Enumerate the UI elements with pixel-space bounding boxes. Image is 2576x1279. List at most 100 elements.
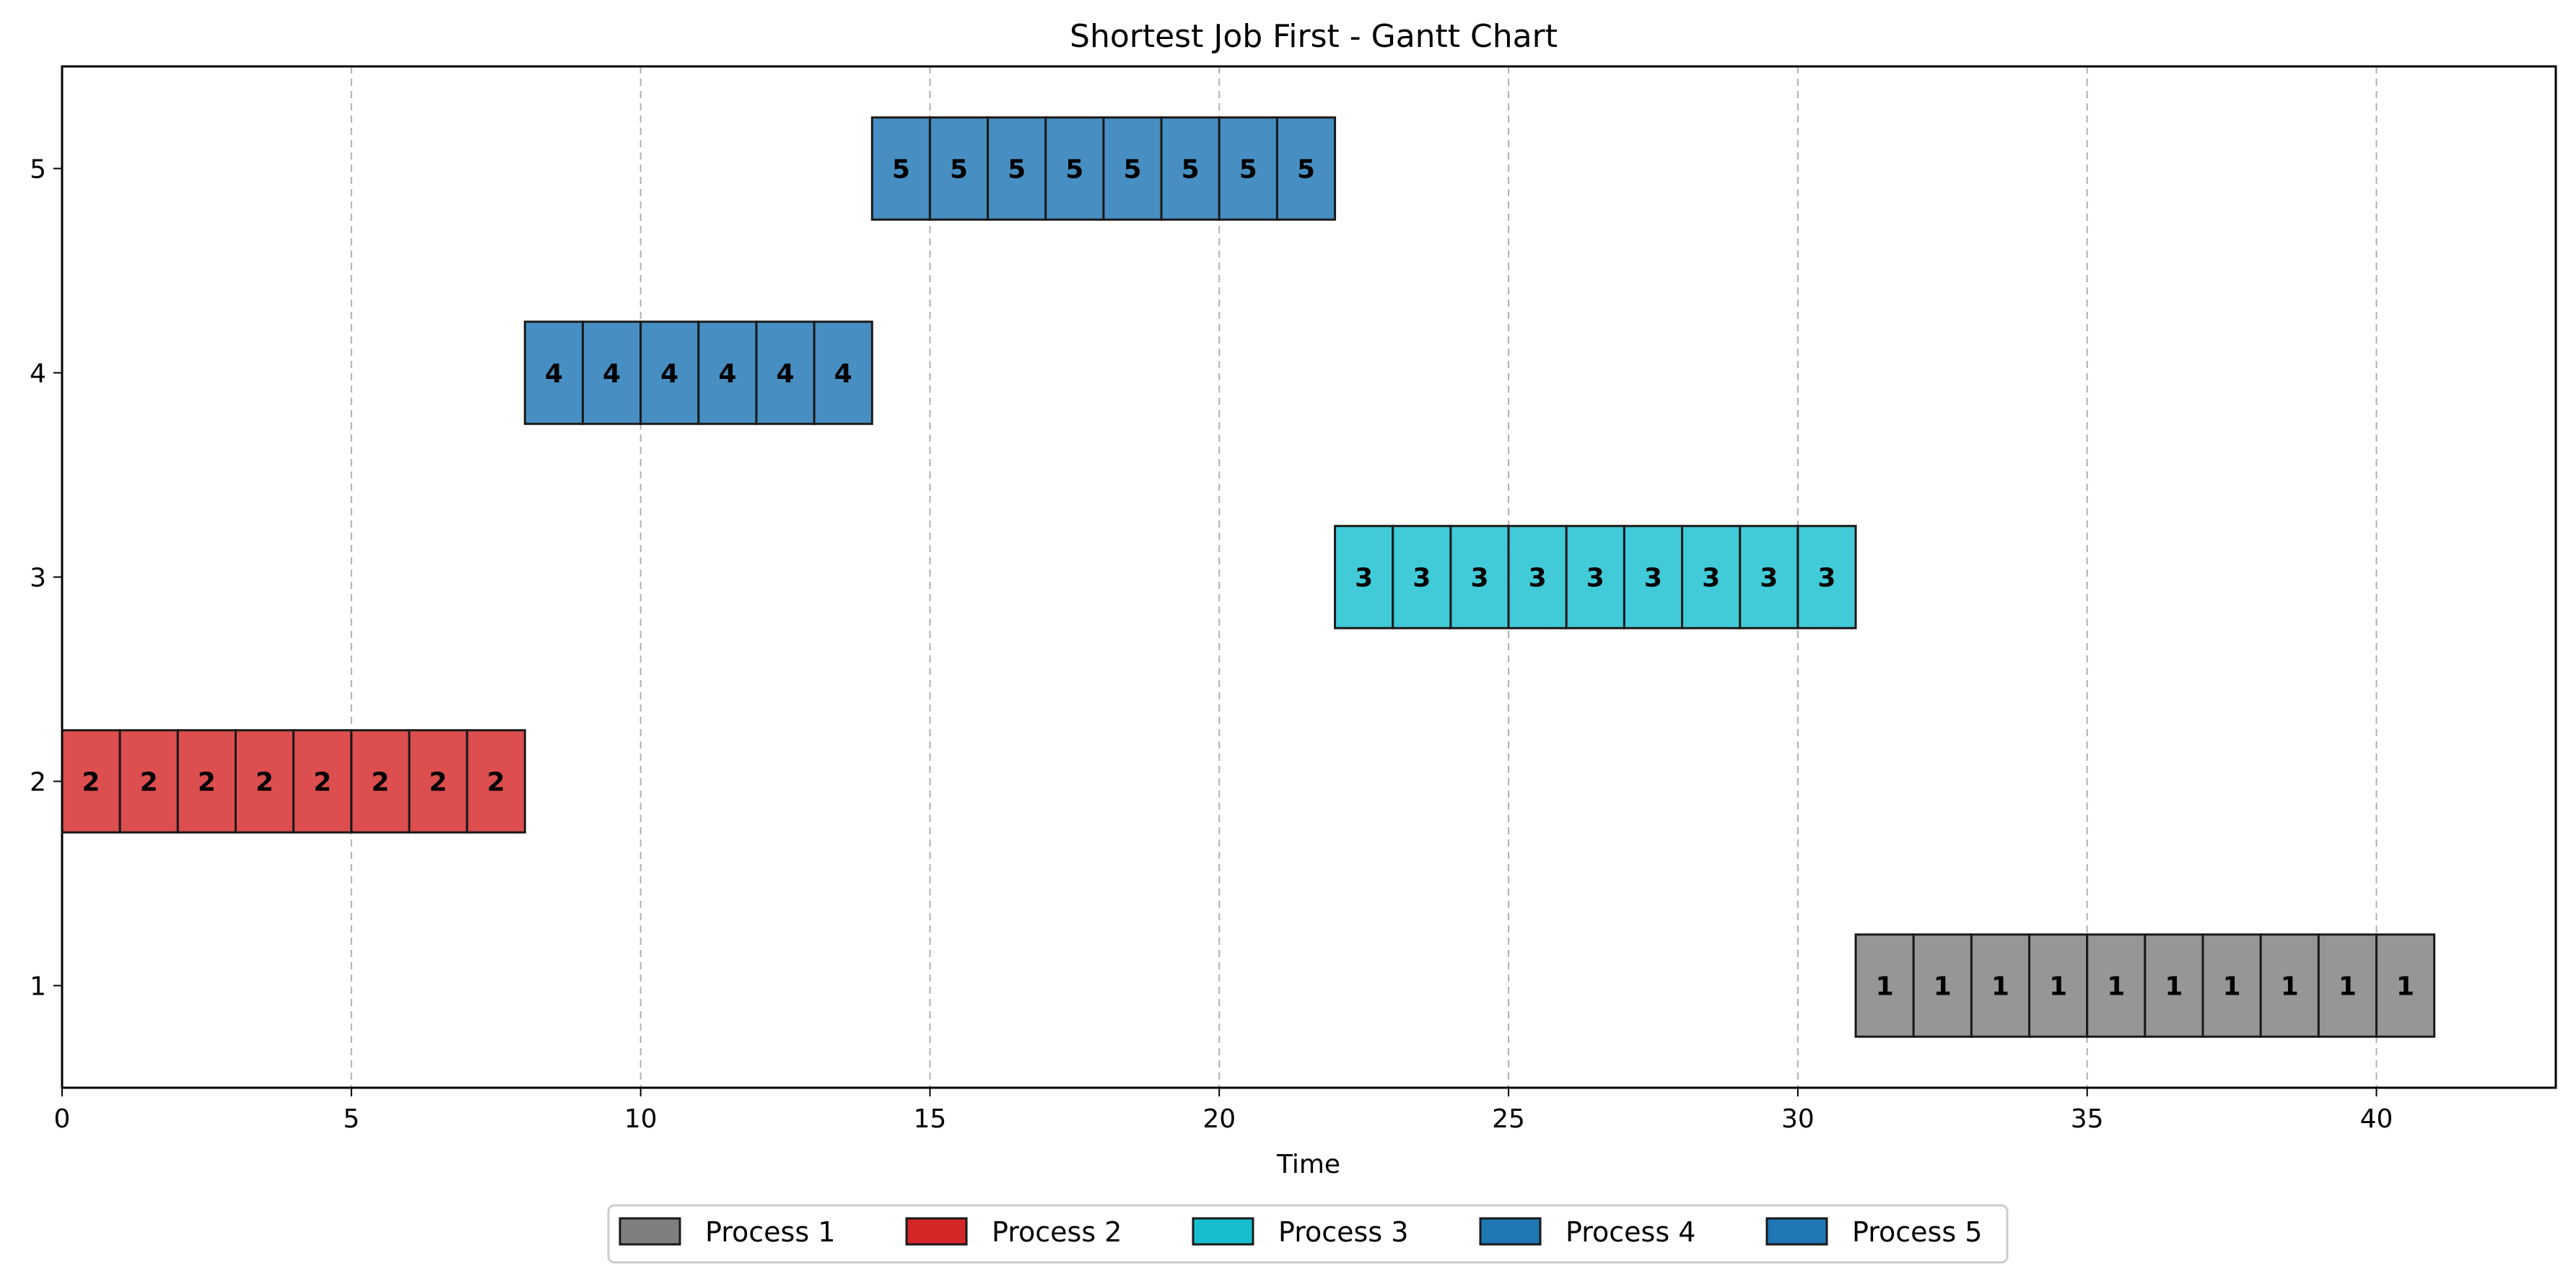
segment-label-p2-t7: 2: [487, 768, 505, 798]
segment-label-p5-t18: 5: [1123, 155, 1141, 185]
segment-label-p3-t28: 3: [1702, 564, 1720, 593]
segment-label-p1-t36: 1: [2165, 972, 2183, 1002]
y-tick-label-1: 1: [30, 972, 46, 1002]
process-bar-2: 2 2 2 2 2 2 2 2: [61, 729, 526, 834]
segment-p4-t11: [697, 320, 758, 425]
legend-entry-2: Process 2: [905, 1216, 1122, 1248]
legend-label-3: Process 3: [1278, 1216, 1408, 1248]
segment-label-p2-t1: 2: [140, 768, 158, 798]
segment-p5-t20: [1218, 116, 1278, 221]
legend-entry-3: Process 3: [1192, 1216, 1408, 1248]
segment-label-p5-t20: 5: [1239, 155, 1257, 185]
grid-lines: [350, 66, 2378, 1088]
y-tick-label-2: 2: [30, 768, 46, 798]
segment-p1-t37: [2201, 933, 2262, 1038]
segment-p3-t29: [1739, 525, 1799, 629]
segment-label-p5-t16: 5: [1008, 155, 1026, 185]
segment-p5-t16: [987, 116, 1047, 221]
segment-p3-t28: [1681, 525, 1742, 629]
legend-entry-5: Process 5: [1765, 1216, 1982, 1248]
segment-label-p4-t8: 4: [545, 359, 563, 389]
segment-label-p1-t35: 1: [2107, 972, 2125, 1002]
segment-p3-t30: [1796, 525, 1857, 629]
segment-label-p5-t21: 5: [1297, 155, 1315, 185]
segment-p4-t13: [813, 320, 873, 425]
legend-label-5: Process 5: [1852, 1216, 1982, 1248]
segment-p2-t3: [234, 729, 295, 834]
segment-label-p3-t26: 3: [1586, 564, 1604, 593]
segment-label-p1-t39: 1: [2339, 972, 2357, 1002]
segment-label-p5-t15: 5: [950, 155, 968, 185]
segment-p5-t18: [1102, 116, 1163, 221]
y-tick-label-3: 3: [30, 564, 46, 593]
x-tick-label-35: 35: [2071, 1104, 2104, 1134]
legend-label-1: Process 1: [705, 1216, 835, 1248]
segment-p5-t19: [1160, 116, 1221, 221]
segment-label-p4-t12: 4: [776, 359, 794, 389]
x-tick-label-25: 25: [1492, 1104, 1525, 1134]
legend-label-2: Process 2: [992, 1216, 1122, 1248]
segment-label-p2-t6: 2: [429, 768, 447, 798]
segment-label-p2-t3: 2: [256, 768, 274, 798]
x-tick-label-20: 20: [1202, 1104, 1236, 1134]
process-bar-5: 5 5 5 5 5 5 5 5: [870, 116, 1337, 221]
segment-label-p1-t33: 1: [1991, 972, 2009, 1002]
segment-p2-t1: [118, 729, 179, 834]
segment-p5-t17: [1044, 116, 1105, 221]
x-tick-label-30: 30: [1781, 1104, 1815, 1134]
segment-p3-t22: [1334, 525, 1394, 629]
segment-label-p3-t29: 3: [1760, 564, 1778, 593]
process-bar-1: 1 1 1 1 1 1 1 1 1 1: [1854, 933, 2436, 1038]
segment-p3-t27: [1623, 525, 1684, 629]
segment-label-p2-t5: 2: [371, 768, 389, 798]
legend-entry-4: Process 4: [1479, 1216, 1695, 1248]
segment-label-p1-t34: 1: [2049, 972, 2067, 1002]
segment-label-p1-t31: 1: [1876, 972, 1894, 1002]
segment-label-p3-t22: 3: [1355, 564, 1373, 593]
process-bar-3: 3 3 3 3 3 3 3 3 3: [1334, 525, 1857, 629]
segment-label-p1-t32: 1: [1934, 972, 1952, 1002]
y-tick-label-4: 4: [30, 359, 46, 389]
x-tick-label-5: 5: [343, 1104, 359, 1134]
segment-p4-t12: [755, 320, 816, 425]
segment-p1-t36: [2144, 933, 2204, 1038]
legend-swatch-4: [1479, 1217, 1542, 1246]
segment-label-p3-t23: 3: [1413, 564, 1431, 593]
legend-swatch-1: [619, 1217, 681, 1246]
x-tick-label-40: 40: [2360, 1104, 2393, 1134]
segment-label-p2-t0: 2: [82, 768, 100, 798]
legend-swatch-2: [905, 1217, 968, 1246]
segment-p4-t8: [523, 320, 584, 425]
segment-label-p5-t14: 5: [892, 155, 910, 185]
segment-label-p4-t9: 4: [603, 359, 621, 389]
segment-p1-t33: [1970, 933, 2031, 1038]
segment-p3-t26: [1565, 525, 1625, 629]
segment-label-p1-t38: 1: [2281, 972, 2299, 1002]
legend-entry-1: Process 1: [619, 1216, 835, 1248]
x-axis-label: Time: [1276, 1150, 1340, 1179]
y-axis-ticks: 1 2 3 4 5: [30, 155, 62, 1002]
segment-p2-t7: [466, 729, 526, 834]
y-tick-label-5: 5: [30, 155, 46, 185]
segment-p4-t10: [639, 320, 700, 425]
x-axis-ticks: 0 5 10 15 20 25 30 35 40: [54, 1088, 2393, 1134]
legend-label-4: Process 4: [1566, 1216, 1695, 1248]
segment-label-p2-t4: 2: [313, 768, 331, 798]
segment-p2-t2: [176, 729, 237, 834]
segment-label-p3-t27: 3: [1644, 564, 1662, 593]
segment-label-p3-t24: 3: [1470, 564, 1488, 593]
x-tick-label-15: 15: [914, 1104, 947, 1134]
legend: Process 1 Process 2 Process 3 Process 4 Proc…: [607, 1204, 2009, 1264]
segment-p4-t9: [581, 320, 642, 425]
segment-p1-t32: [1912, 933, 1973, 1038]
x-tick-label-10: 10: [624, 1104, 658, 1134]
legend-swatch-3: [1192, 1217, 1254, 1246]
process-bars: 1 1 1 1 1 1 1 1 1 12 2 2 2 2 2 2 23 3 3 3 3 3 3 3 34 4 4 4 4 45 5 5 5 5 5 5…: [61, 116, 2436, 1038]
segment-p1-t34: [2028, 933, 2089, 1038]
segment-label-p4-t10: 4: [660, 359, 678, 389]
chart-title: Shortest Job First - Gantt Chart: [1070, 18, 1558, 55]
legend-swatch-5: [1765, 1217, 1828, 1246]
process-bar-4: 4 4 4 4 4 4: [523, 320, 873, 425]
x-tick-label-0: 0: [54, 1104, 71, 1134]
